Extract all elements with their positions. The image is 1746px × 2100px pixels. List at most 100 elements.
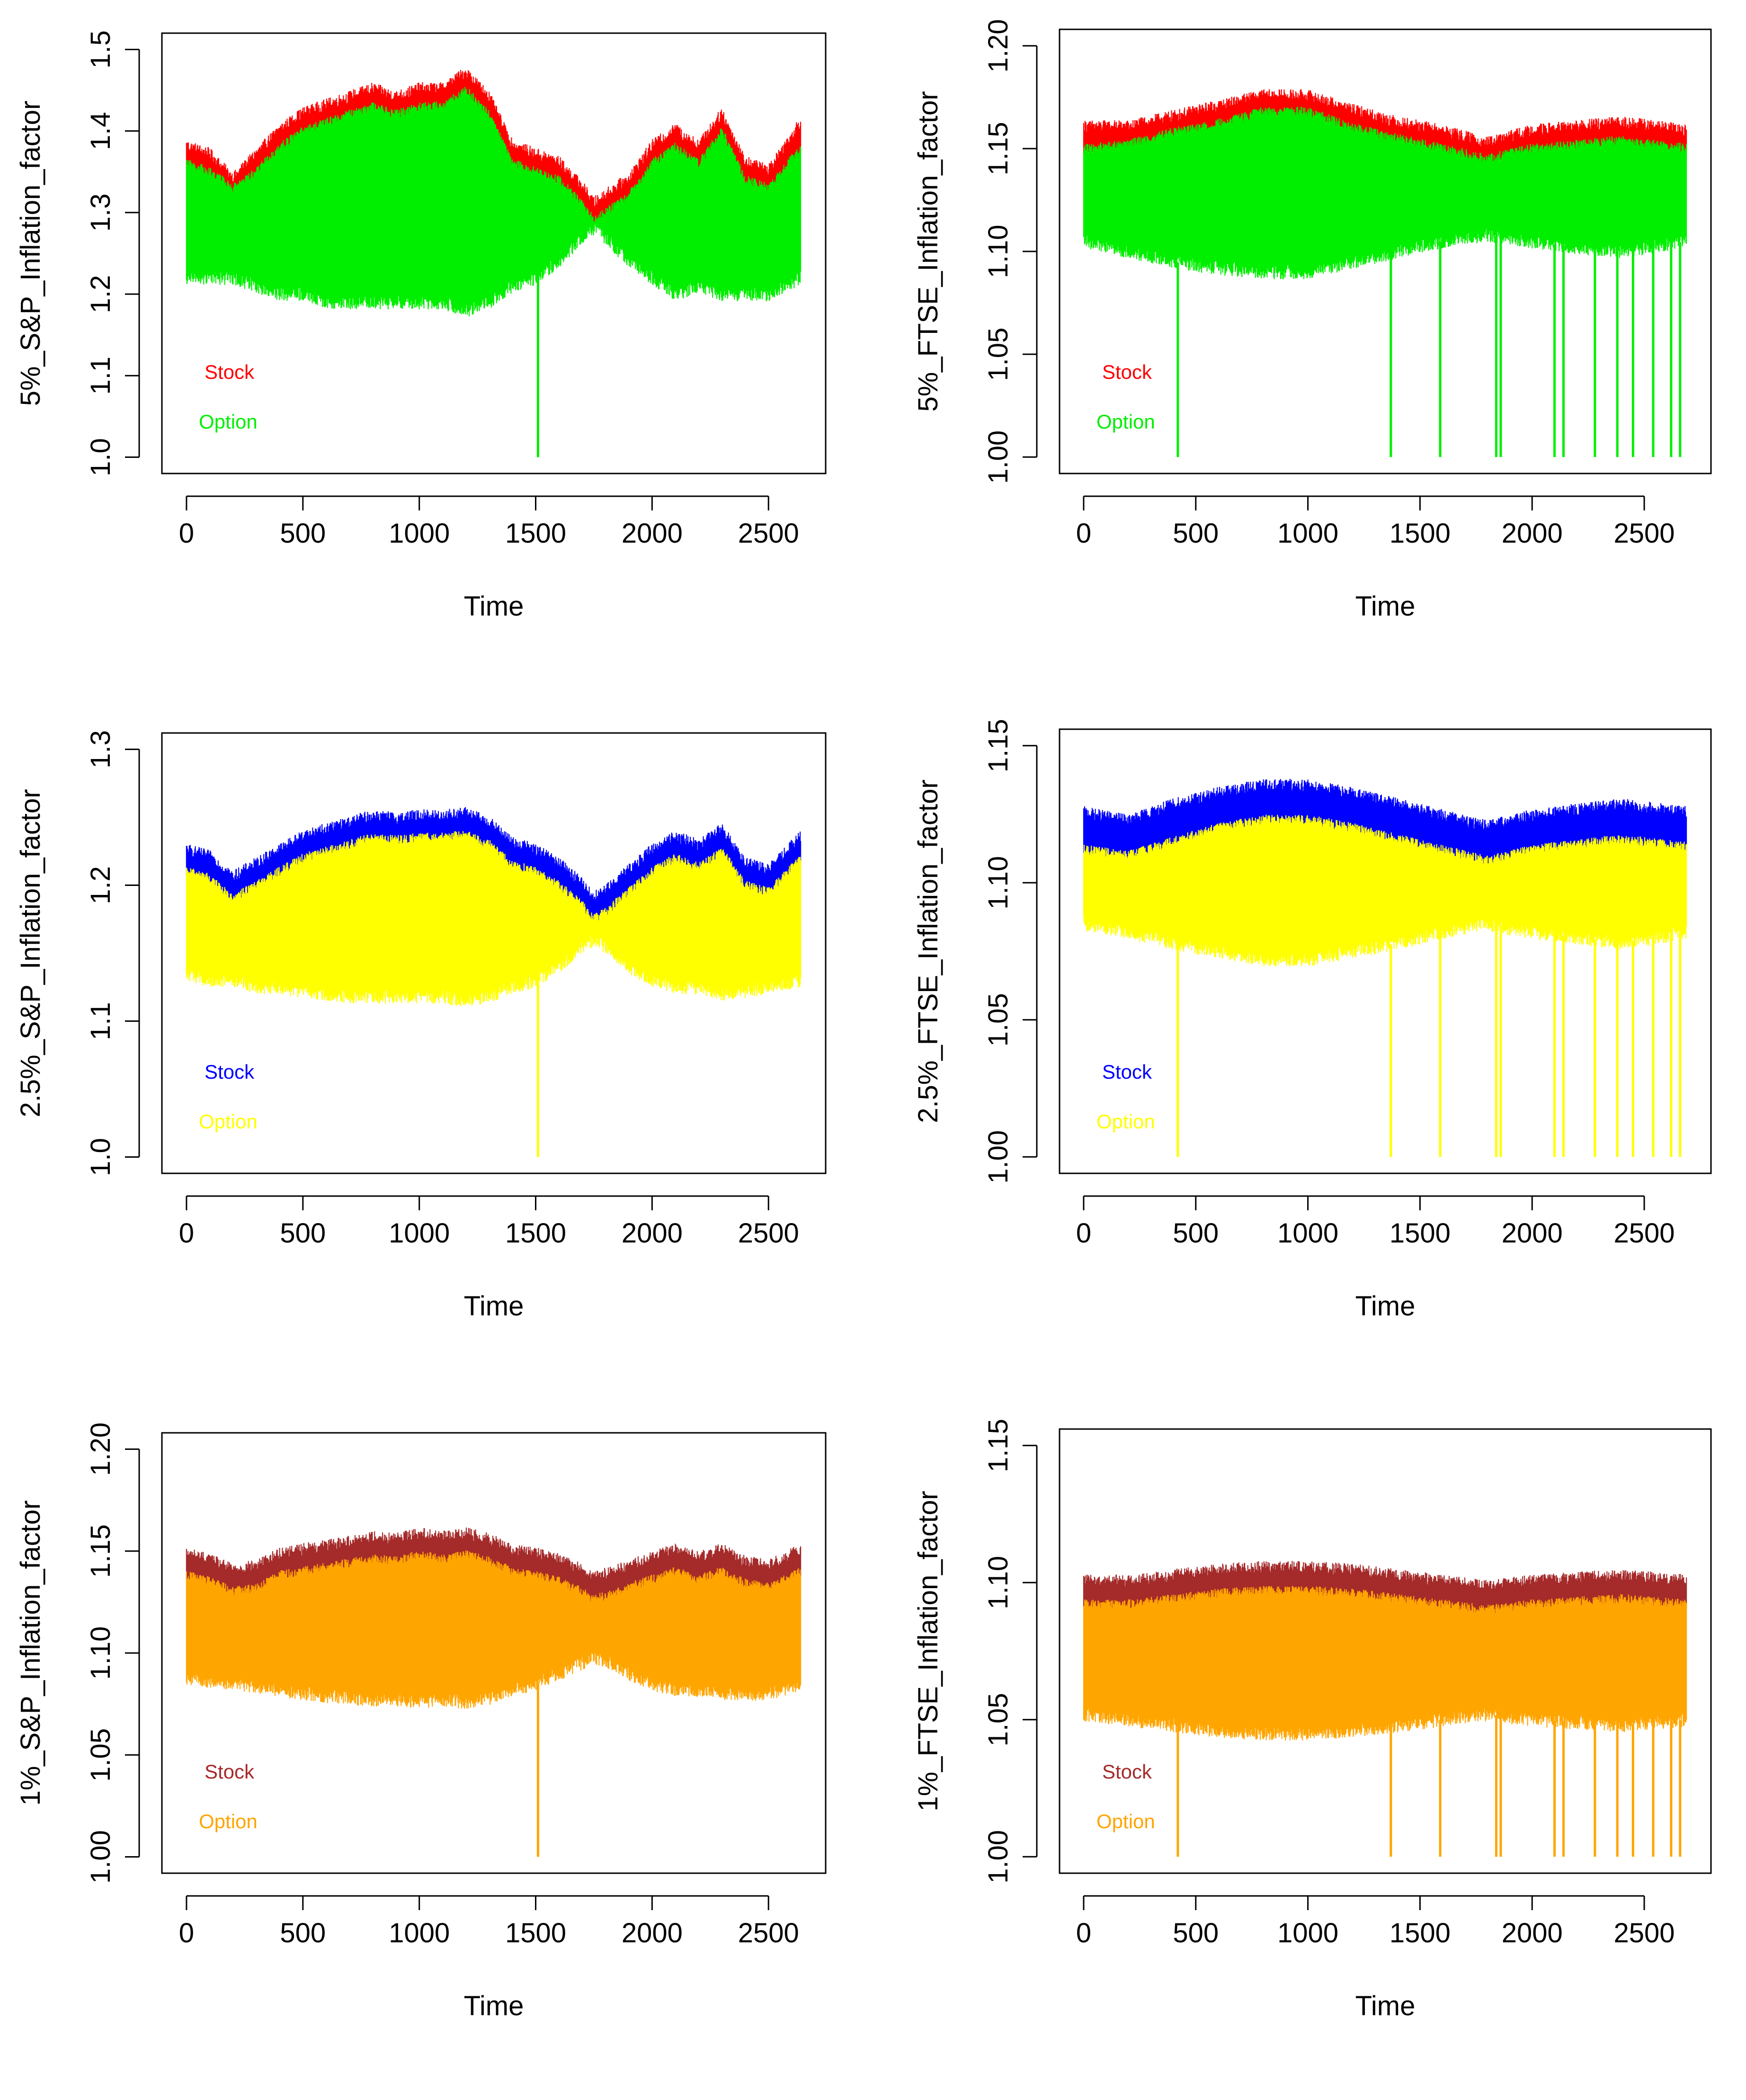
x-tick-label: 2500 xyxy=(1614,518,1675,549)
x-tick-label: 1500 xyxy=(505,518,566,549)
y-tick-label: 1.5 xyxy=(85,30,116,69)
series-option xyxy=(1083,814,1687,1157)
plot-frame xyxy=(161,32,827,474)
x-tick-label: 1500 xyxy=(505,1918,566,1948)
y-tick-label: 1.00 xyxy=(85,1830,116,1884)
x-tick-label: 500 xyxy=(1173,518,1219,549)
y-tick-label: 1.10 xyxy=(983,225,1014,278)
option-series-marks xyxy=(186,87,802,317)
y-tick-label: 1.05 xyxy=(983,993,1014,1046)
y-tick-label: 1.15 xyxy=(983,122,1014,175)
x-tick-label: 2500 xyxy=(1614,1918,1675,1948)
legend-stock: Stock xyxy=(1102,1061,1152,1083)
y-tick-label: 1.20 xyxy=(983,19,1014,72)
plot-frame xyxy=(1059,1428,1712,1874)
y-axis-label: 2.5%_S&P_Inflation_factor xyxy=(15,789,46,1117)
y-tick-label: 1.10 xyxy=(983,856,1014,910)
legend-option: Option xyxy=(1096,1110,1155,1133)
x-tick-label: 1500 xyxy=(505,1218,566,1249)
x-tick-label: 2000 xyxy=(622,518,683,549)
option-series-marks xyxy=(1083,1586,1687,1741)
legend-option: Option xyxy=(199,1110,258,1133)
series-stock xyxy=(186,1528,802,1604)
x-tick-label: 2000 xyxy=(622,1218,683,1249)
option-series-marks xyxy=(186,1550,802,1709)
panel-1pct-sp: 0 500 1000 1500 2000 2500 Time 1.00 1.05 1.10 1.15… xyxy=(0,1400,873,2100)
x-tick-label: 2000 xyxy=(622,1918,683,1948)
plot-frame xyxy=(1059,28,1712,474)
y-tick-label: 1.15 xyxy=(983,1419,1014,1472)
x-axis-label: Time xyxy=(1355,1291,1416,1322)
x-axis-label: Time xyxy=(1355,1991,1416,2021)
y-tick-label: 1.15 xyxy=(983,719,1014,772)
plot-frame xyxy=(161,732,827,1174)
x-axis-label: Time xyxy=(464,591,524,622)
x-tick-label: 2500 xyxy=(738,518,799,549)
panel-2p5pct-sp: 0 500 1000 1500 2000 2500 Time 1.0 1.1 1.2 1.3 2.5%… xyxy=(0,700,873,1400)
y-tick-label: 1.3 xyxy=(85,194,116,232)
x-tick-label: 2000 xyxy=(1502,518,1563,549)
x-tick-label: 2000 xyxy=(1502,1918,1563,1948)
stock-series-marks xyxy=(186,1528,802,1604)
x-tick-label: 0 xyxy=(1076,1218,1091,1249)
x-axis-label: Time xyxy=(464,1991,524,2021)
x-tick-label: 0 xyxy=(1076,1918,1091,1948)
series-stock xyxy=(186,807,802,923)
y-tick-label: 1.00 xyxy=(983,1130,1014,1184)
x-tick-label: 2500 xyxy=(738,1218,799,1249)
x-tick-label: 1500 xyxy=(1390,1918,1451,1948)
chart-1pct-sp: 0 500 1000 1500 2000 2500 Time 1.00 1.05 1.10 1.15… xyxy=(15,1422,827,2021)
x-tick-label: 2000 xyxy=(1502,1218,1563,1249)
series-option xyxy=(186,1550,802,1857)
legend-stock: Stock xyxy=(205,1760,255,1783)
chart-2p5pct-ftse: 0 500 1000 1500 2000 2500 Time 1.00 1.05 1.10 1.15… xyxy=(913,719,1712,1322)
option-series-marks xyxy=(1083,814,1687,966)
x-tick-label: 1500 xyxy=(1390,1218,1451,1249)
x-tick-label: 500 xyxy=(280,1218,326,1249)
y-tick-label: 1.4 xyxy=(85,112,116,150)
y-axis-label: 5%_FTSE_Inflation_factor xyxy=(913,91,944,411)
stock-series-marks xyxy=(186,807,802,923)
panel-5pct-sp: 0 500 1000 1500 2000 2500 Time 1.0 1.1 1.2 1.3 1.4 1… xyxy=(0,0,873,700)
panel-5pct-ftse: 0 500 1000 1500 2000 2500 Time 1.00 1.05 1.10 1.15… xyxy=(873,0,1746,700)
y-tick-label: 1.00 xyxy=(983,430,1014,484)
y-tick-label: 1.10 xyxy=(85,1626,116,1680)
x-tick-label: 1000 xyxy=(389,518,450,549)
panel-1pct-ftse: 0 500 1000 1500 2000 2500 Time 1.00 1.05 1.10 1.15… xyxy=(873,1400,1746,2100)
y-axis-label: 1%_FTSE_Inflation_factor xyxy=(913,1491,944,1811)
x-tick-label: 500 xyxy=(280,1918,326,1948)
series-option xyxy=(186,87,802,457)
series-option xyxy=(1083,1586,1687,1857)
y-tick-label: 1.10 xyxy=(983,1556,1014,1609)
y-axis-label: 5%_S&P_Inflation_factor xyxy=(15,101,46,406)
legend-stock: Stock xyxy=(1102,361,1152,383)
x-tick-label: 500 xyxy=(280,518,326,549)
x-tick-label: 1000 xyxy=(389,1918,450,1948)
y-tick-label: 1.05 xyxy=(983,328,1014,381)
x-tick-label: 500 xyxy=(1173,1218,1219,1249)
legend-option: Option xyxy=(199,411,258,433)
x-tick-label: 0 xyxy=(179,1918,194,1948)
y-tick-label: 1.1 xyxy=(85,1002,116,1040)
y-tick-label: 1.15 xyxy=(85,1524,116,1578)
x-axis-label: Time xyxy=(464,1291,524,1322)
option-series-marks xyxy=(1083,107,1687,279)
x-tick-label: 2500 xyxy=(1614,1218,1675,1249)
x-tick-label: 0 xyxy=(179,518,194,549)
legend-stock: Stock xyxy=(1102,1760,1152,1783)
y-tick-label: 1.3 xyxy=(85,730,116,769)
y-tick-label: 1.1 xyxy=(85,357,116,395)
y-tick-label: 1.2 xyxy=(85,275,116,313)
stock-series-marks xyxy=(186,70,802,225)
chart-5pct-sp: 0 500 1000 1500 2000 2500 Time 1.0 1.1 1.2 1.3 1.4 1… xyxy=(15,30,827,622)
chart-2p5pct-sp: 0 500 1000 1500 2000 2500 Time 1.0 1.1 1.2 1.3 2.5%… xyxy=(15,730,827,1322)
stock-series-marks xyxy=(1083,778,1687,865)
series-option xyxy=(186,831,802,1157)
y-tick-label: 1.00 xyxy=(983,1830,1014,1884)
y-tick-label: 1.05 xyxy=(85,1728,116,1782)
legend-option: Option xyxy=(199,1810,258,1832)
panel-2p5pct-ftse: 0 500 1000 1500 2000 2500 Time 1.00 1.05 1.10 1.15… xyxy=(873,700,1746,1400)
x-tick-label: 1500 xyxy=(1390,518,1451,549)
series-option xyxy=(1083,107,1687,457)
